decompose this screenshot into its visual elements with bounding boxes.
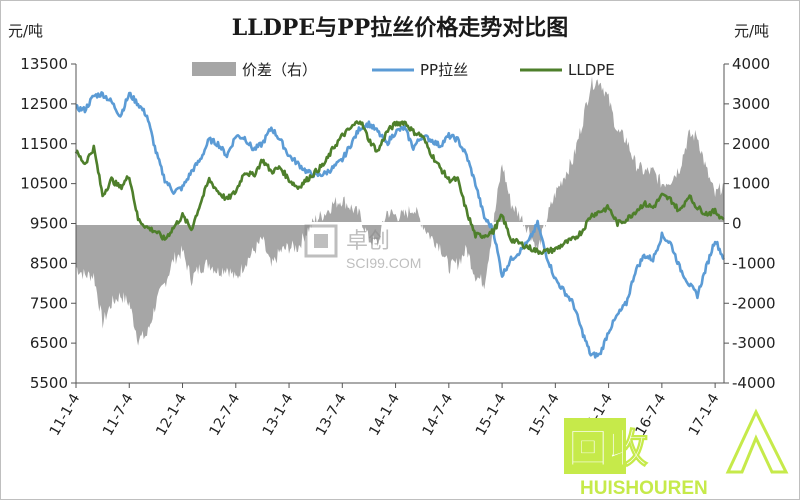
- logo-box: [564, 418, 626, 474]
- legend-swatch-spread: [192, 62, 236, 76]
- x-tick-label: 13-7-4: [313, 391, 350, 439]
- chart-title: LLDPE与PP拉丝价格走势对比图: [231, 15, 569, 41]
- legend-label-pp: PP拉丝: [420, 61, 468, 79]
- y-left-tick-label: 13500: [20, 55, 68, 73]
- pp-price-line: [75, 91, 725, 359]
- y-left-tick-label: 6500: [30, 334, 68, 352]
- y-right-tick-label: 0: [732, 215, 742, 233]
- y-right-tick-label: -4000: [732, 374, 776, 392]
- lldpe-price-line: [74, 120, 725, 255]
- spread-area-layer: [76, 76, 724, 346]
- legend-label-spread: 价差（右）: [242, 61, 317, 79]
- legend: 价差（右） PP拉丝 LLDPE: [192, 61, 615, 79]
- y-left-tick-label: 5500: [30, 374, 68, 392]
- legend-label-lldpe: LLDPE: [568, 61, 615, 79]
- huishouren-logo: 回收 HUISHOUREN: [564, 408, 789, 499]
- logo-cn-text: 回收: [568, 426, 648, 472]
- x-tick-label: 14-1-4: [366, 391, 403, 439]
- x-tick-label: 15-1-4: [473, 391, 510, 439]
- y-right-tick-label: -2000: [732, 294, 776, 312]
- watermark: 卓创 SCI99.COM: [304, 224, 421, 271]
- watermark-cn-text: 卓创: [346, 229, 390, 254]
- y-right-tick-label: 1000: [732, 175, 770, 193]
- left-axis-unit: 元/吨: [8, 22, 44, 40]
- watermark-en-text: SCI99.COM: [346, 255, 421, 271]
- spread-area: [76, 76, 724, 346]
- y-right-tick-label: 3000: [732, 95, 770, 113]
- y-right-tick-label: 2000: [732, 135, 770, 153]
- logo-en-text: HUISHOUREN: [580, 478, 708, 499]
- x-tick-label: 13-1-4: [260, 391, 297, 439]
- y-left-tick-label: 7500: [30, 294, 68, 312]
- y-left-tick-label: 8500: [30, 254, 68, 272]
- y-right-tick-label: 4000: [732, 55, 770, 73]
- x-tick-label: 15-7-4: [526, 391, 563, 439]
- x-tick-label: 11-7-4: [100, 391, 137, 439]
- x-tick-label: 14-7-4: [420, 391, 457, 439]
- y-right-tick-label: -1000: [732, 254, 776, 272]
- x-tick-label: 11-1-4: [47, 391, 84, 439]
- x-tick-label: 12-1-4: [153, 391, 190, 439]
- logo-mountain-icon: [725, 408, 789, 474]
- price-lines-layer: [74, 91, 725, 359]
- y-left-tick-label: 11500: [20, 135, 68, 153]
- y-left-tick-label: 10500: [20, 175, 68, 193]
- watermark-logo: [304, 224, 338, 258]
- watermark-logo-core: [314, 234, 328, 248]
- y-left-tick-label: 12500: [20, 95, 68, 113]
- y-left-tick-label: 9500: [30, 215, 68, 233]
- right-axis-unit: 元/吨: [734, 22, 770, 40]
- y-right-tick-label: -3000: [732, 334, 776, 352]
- x-tick-label: 12-7-4: [207, 391, 244, 439]
